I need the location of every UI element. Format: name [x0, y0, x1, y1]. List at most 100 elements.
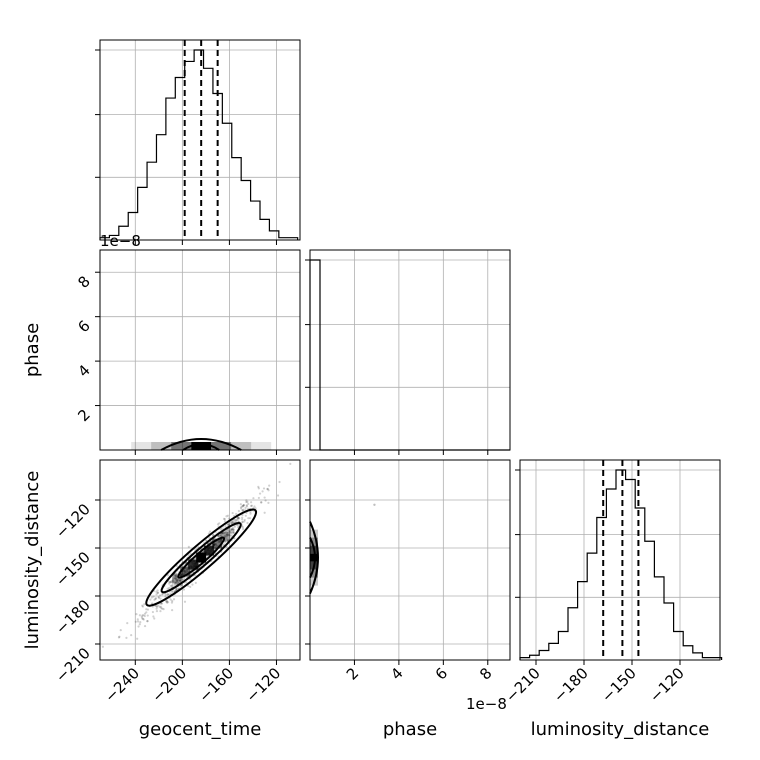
- scatter-point: [216, 523, 220, 526]
- scatter-point: [164, 593, 167, 596]
- scatter-point: [261, 490, 264, 493]
- scatter-point: [241, 526, 244, 529]
- scatter-point: [159, 597, 162, 600]
- scatter-point: [156, 591, 159, 595]
- scatter-point: [224, 541, 227, 544]
- scatter-point: [154, 597, 158, 600]
- scatter-point: [278, 480, 281, 484]
- scatter-point: [126, 622, 129, 625]
- scatter-point: [145, 611, 148, 614]
- scatter-point: [242, 503, 245, 507]
- scatter-point: [174, 582, 177, 585]
- scatter-point: [242, 527, 245, 531]
- scatter-point: [139, 620, 142, 624]
- scatter-point: [194, 574, 197, 577]
- scatter-point: [231, 528, 235, 531]
- scatter-point: [246, 521, 249, 525]
- scatter-point: [232, 528, 235, 532]
- scatter-point: [141, 617, 144, 620]
- density-cell-3: [191, 442, 212, 450]
- scatter-point: [165, 599, 169, 602]
- density-cell-4: [211, 442, 232, 450]
- scatter-point: [221, 532, 224, 535]
- scatter-point: [231, 511, 234, 515]
- scatter-point: [228, 529, 231, 533]
- scatter-point: [224, 535, 227, 538]
- scatter-point: [227, 533, 230, 536]
- scatter-point: [173, 576, 176, 580]
- scatter-point: [169, 584, 172, 587]
- scatter-point: [226, 535, 229, 538]
- scatter-point: [142, 618, 145, 621]
- scatter-point: [146, 620, 149, 623]
- scatter-point: [245, 500, 248, 504]
- scatter-point: [168, 580, 171, 584]
- scatter-point: [226, 538, 229, 541]
- scatter-point: [244, 506, 247, 510]
- scatter-point: [152, 595, 155, 598]
- scatter-point: [170, 601, 174, 604]
- scatter-point: [242, 504, 245, 507]
- y-axis-label-luminosity_distance: luminosity_distance: [22, 471, 43, 650]
- scatter-point: [247, 502, 250, 506]
- scatter-point: [170, 581, 174, 584]
- panel-geocent_time-hist-frame: [99, 39, 301, 241]
- scatter-point: [223, 535, 226, 538]
- scatter-point: [176, 579, 179, 582]
- contour-2: [177, 536, 226, 579]
- scatter-point: [151, 602, 154, 605]
- scatter-point: [236, 516, 240, 520]
- scatter-point: [174, 581, 178, 584]
- panel-geocent_time-luminosity_distance-2d-frame: [99, 459, 301, 661]
- scatter-point: [232, 521, 235, 524]
- x-axis-label-geocent_time: geocent_time: [139, 719, 262, 740]
- scatter-point: [183, 600, 187, 603]
- panel-geocent_time-phase-2d-frame: [99, 249, 301, 451]
- contour-outer: [309, 521, 319, 595]
- scatter-point: [141, 605, 145, 608]
- scatter-point: [231, 527, 234, 530]
- scatter-point: [137, 625, 140, 628]
- scatter-point: [172, 577, 175, 580]
- panel-phase-luminosity_distance-2d-frame: [309, 459, 511, 661]
- scatter-point: [174, 574, 177, 577]
- scatter-point: [220, 534, 223, 537]
- scatter-point: [225, 534, 228, 537]
- scatter-point: [157, 596, 160, 599]
- scatter-point: [227, 529, 230, 532]
- scatter-point: [179, 585, 182, 588]
- scatter-point: [241, 516, 244, 519]
- scatter-point: [247, 517, 250, 520]
- scatter-point: [145, 608, 148, 611]
- scatter-point: [164, 595, 167, 598]
- scatter-point: [227, 523, 231, 526]
- scatter-point: [146, 608, 150, 611]
- scatter-point: [175, 587, 178, 590]
- scatter-point: [232, 531, 236, 534]
- panel-phase-hist-frame: [309, 249, 511, 451]
- x-axis-label-phase: phase: [383, 719, 437, 740]
- hist-luminosity_distance: [519, 469, 723, 660]
- scatter-point: [161, 592, 164, 595]
- density-cell-5: [212, 538, 223, 549]
- scatter-point: [166, 593, 169, 596]
- scatter-point: [182, 588, 186, 591]
- scatter-point: [136, 618, 139, 621]
- panel-phase-hist: [305, 249, 511, 455]
- scatter-point: [161, 593, 164, 596]
- scatter-point: [225, 515, 228, 518]
- scatter-point: [175, 581, 178, 585]
- scatter-point: [159, 605, 163, 608]
- scatter-point: [243, 518, 246, 522]
- scatter-point: [229, 521, 232, 524]
- scatter-point: [155, 610, 159, 613]
- density-cell-3: [196, 552, 207, 563]
- scatter-point: [179, 579, 182, 582]
- scatter-point: [167, 593, 171, 596]
- scatter-point: [373, 503, 376, 506]
- scatter-point: [175, 573, 178, 577]
- density-cell-1: [151, 442, 172, 450]
- y-offset-label-phase: 1e−8: [100, 232, 141, 250]
- scatter-point: [235, 518, 238, 521]
- scatter-point: [231, 528, 234, 531]
